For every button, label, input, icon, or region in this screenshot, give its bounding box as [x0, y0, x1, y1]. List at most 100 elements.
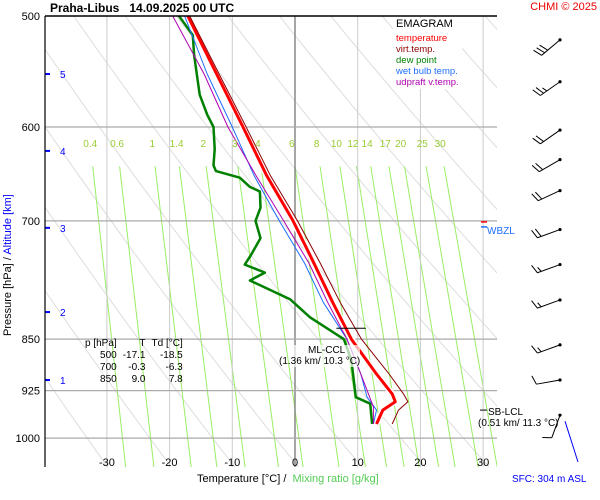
series-temperature — [186, 16, 397, 425]
legend: EMAGRAM temperature virt.temp. dew point… — [393, 18, 462, 89]
values-table: p [hPa] T Td [°C] 500 -17.1 -18.5 700 -0.3 -6.… — [82, 338, 186, 386]
mixing-ratio-line — [205, 166, 246, 467]
x-axis-label: Temperature [°C] / Mixing ratio [g/kg] — [197, 473, 379, 485]
dry-adiabat — [45, 125, 299, 467]
wind-barb-staff — [551, 414, 561, 438]
table-header: p [hPa] — [85, 338, 117, 349]
wind-barb — [531, 227, 562, 239]
wind-barb-flag — [533, 49, 542, 56]
mixing-ratio-line — [178, 166, 218, 467]
mixing-ratio-label: 25 — [417, 139, 429, 150]
mixing-ratio-label: 2 — [200, 139, 206, 150]
wind-barb-flag — [531, 230, 538, 239]
wind-barb-flag — [531, 345, 538, 354]
legend-virt-temp: virt.temp. — [396, 44, 436, 55]
altitude-label: 3 — [60, 224, 66, 235]
mixing-ratio-line — [388, 166, 440, 467]
series-virt-temp- — [189, 16, 409, 425]
wind-barb-half — [537, 302, 542, 308]
mixing-ratio-label: 0.6 — [110, 139, 124, 150]
sb-lcl-annotation: SB-LCL (0.51 km/ 11.3 °C) — [478, 407, 559, 429]
wind-barb-flag — [532, 89, 541, 96]
wind-barb-flag — [536, 47, 545, 54]
series-dew-point — [177, 16, 374, 425]
wind-barb-station — [558, 158, 562, 162]
y-tick-label: 700 — [22, 216, 40, 228]
ml-ccl-annotation: ML-CCL (1.36 km/ 10.3 °C) — [279, 345, 361, 367]
table-row: 500 -17.1 -18.5 — [100, 350, 183, 361]
wbzl-label: WBZL — [487, 226, 515, 237]
mixing-ratio-label: 1.4 — [170, 139, 184, 150]
legend-temperature: temperature — [396, 33, 448, 44]
y-tick-label: 850 — [22, 334, 40, 346]
x-tick-label: -20 — [162, 457, 178, 469]
mixing-ratio-line — [294, 166, 340, 467]
wind-barb-station — [558, 227, 562, 232]
y-axis-label: Pressure [hPa] / Altitude [km] — [2, 194, 14, 336]
legend-dew-point: dew point — [396, 55, 437, 66]
mixing-ratio-line — [443, 166, 497, 467]
surface-elevation: SFC: 304 m ASL — [512, 474, 587, 485]
mixing-ratio-label: 12 — [347, 139, 359, 150]
mixing-ratio-label: 10 — [331, 139, 343, 150]
wind-barb-station — [558, 378, 562, 382]
dry-adiabat — [45, 48, 363, 467]
wind-barb — [531, 158, 562, 173]
wind-barb-station — [558, 413, 562, 417]
wind-barb-station — [558, 298, 562, 302]
mixing-ratio-line — [260, 166, 304, 467]
wind-barb-flag — [534, 228, 542, 237]
dry-adiabat — [227, 16, 497, 340]
mixing-ratio-line — [355, 166, 405, 467]
legend-wet-bulb: wet bulb temp. — [396, 66, 458, 77]
mixing-ratio-label: 8 — [314, 139, 320, 150]
legend-updraft: udpraft v.temp. — [396, 77, 459, 88]
wind-barb-half — [537, 267, 542, 272]
dry-adiabat — [578, 0, 600, 474]
credit: CHMI © 2025 — [530, 1, 597, 13]
wind-barb-station — [558, 262, 562, 267]
x-tick-label: 10 — [352, 457, 364, 469]
table-header: Td [°C] — [151, 338, 183, 349]
dry-adiabat — [278, 16, 497, 274]
mixing-ratio-label: 17 — [380, 139, 392, 150]
dry-adiabat — [45, 206, 236, 467]
wind-barb-flag — [531, 193, 539, 202]
wind-barb-flag — [531, 300, 538, 309]
wind-barb-station — [558, 38, 562, 42]
series-udpraft-v-temp- — [172, 16, 374, 424]
wind-barb — [531, 188, 562, 202]
table-header: T — [139, 338, 146, 349]
wind-barb-station — [558, 128, 562, 132]
legend-title: EMAGRAM — [396, 18, 453, 30]
mixing-ratio-line — [425, 166, 479, 467]
altitude-label: 5 — [60, 70, 66, 81]
x-tick-label: -30 — [99, 457, 115, 469]
wind-barb-flag — [531, 164, 540, 173]
wind-barb — [531, 343, 562, 354]
mixing-ratio-line — [119, 166, 155, 467]
mixing-ratio-label: 1 — [150, 139, 156, 150]
wind-barb-flag — [535, 135, 544, 142]
dry-adiabat — [330, 16, 497, 211]
wind-barb — [531, 375, 562, 385]
dry-adiabat — [45, 376, 109, 467]
wind-barb — [542, 413, 562, 439]
mixing-ratio-line — [92, 166, 127, 467]
y-tick-label: 1000 — [16, 433, 40, 445]
mixing-ratio-line — [237, 166, 279, 467]
series-wet-bulb-temp- — [184, 16, 377, 425]
x-tick-label: 20 — [414, 457, 426, 469]
wind-barb-flag — [539, 44, 549, 51]
wind-barb — [533, 38, 562, 56]
wind-barb-station — [558, 343, 562, 347]
wind-barb — [531, 298, 562, 309]
y-tick-label: 925 — [22, 386, 40, 398]
wind-barb-flag — [531, 265, 538, 274]
altitude-label: 1 — [60, 376, 66, 387]
mixing-ratio-line — [154, 166, 192, 467]
mixing-ratio-line — [403, 166, 456, 467]
chart-title: Praha-Libus 14.09.2025 00 UTC — [50, 1, 235, 15]
wind-barb-flag — [531, 375, 537, 385]
